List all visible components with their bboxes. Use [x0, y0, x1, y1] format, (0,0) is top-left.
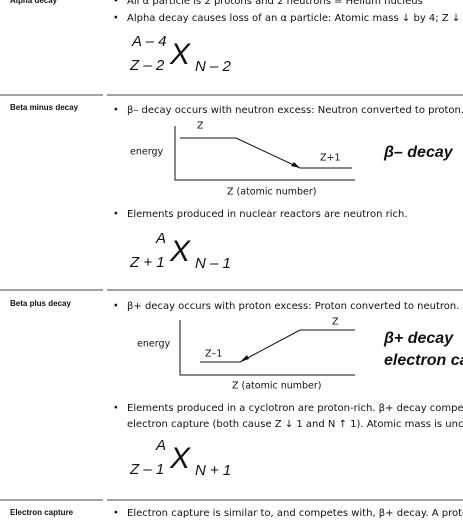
- bullet-dot: •: [113, 209, 119, 220]
- arrow-head: [240, 355, 249, 362]
- bullet: β– decay occurs with neutron excess: Neu…: [127, 105, 463, 116]
- bullet-dot: •: [113, 403, 119, 414]
- level-label: Z+1: [320, 153, 341, 164]
- formula-symbol: X: [169, 235, 191, 268]
- bullet-dot: •: [113, 13, 119, 24]
- bullet: Elements produced in nuclear reactors ar…: [127, 209, 408, 220]
- arrow-head: [291, 162, 300, 168]
- level-label: Z–1: [205, 349, 222, 360]
- level-label: Z: [332, 317, 339, 328]
- section-label: Beta plus decay: [10, 299, 71, 308]
- formula-bottom: Z – 1: [129, 461, 164, 478]
- bullet: All α particle is 2 protons and 2 neutro…: [127, 0, 423, 7]
- axis-label: Z (atomic number): [232, 381, 322, 392]
- bullet-dot: •: [113, 508, 119, 519]
- bullet: electron capture (both cause Z ↓ 1 and N…: [127, 419, 463, 430]
- formula-top: A: [155, 437, 166, 454]
- energy-path: [180, 137, 352, 169]
- bullet-dot: •: [113, 0, 119, 7]
- caption: electron capture: [384, 352, 463, 369]
- bullet: β+ decay occurs with proton excess: Prot…: [127, 301, 459, 312]
- section-label: Alpha decay: [10, 0, 58, 5]
- formula-bottom: Z + 1: [129, 254, 165, 271]
- formula-top: A: [155, 230, 166, 247]
- formula-right: N – 2: [195, 58, 232, 75]
- bullet: Elements produced in a cyclotron are pro…: [127, 403, 463, 414]
- bullet: Alpha decay causes loss of an α particle…: [127, 13, 463, 24]
- axis-label: energy: [137, 339, 170, 350]
- formula-symbol: X: [169, 442, 191, 475]
- section-label: Beta minus decay: [10, 103, 79, 112]
- bullet-dot: •: [113, 105, 119, 116]
- axis-label: energy: [130, 147, 163, 158]
- bullet: Electron capture is similar to, and comp…: [127, 508, 463, 519]
- axes: [174, 126, 355, 181]
- formula-bottom: Z – 2: [129, 57, 165, 74]
- formula-right: N + 1: [195, 462, 231, 479]
- formula-symbol: X: [169, 38, 191, 71]
- bullet-dot: •: [113, 301, 119, 312]
- axis-label: Z (atomic number): [227, 187, 317, 198]
- axes: [179, 320, 355, 376]
- caption: β+ decay: [383, 330, 454, 347]
- energy-path: [200, 329, 355, 363]
- formula-right: N – 1: [195, 255, 231, 272]
- level-label: Z: [197, 121, 204, 132]
- caption: β– decay: [383, 144, 454, 161]
- section-label: Electron capture: [10, 508, 74, 517]
- formula-top: A – 4: [131, 33, 166, 50]
